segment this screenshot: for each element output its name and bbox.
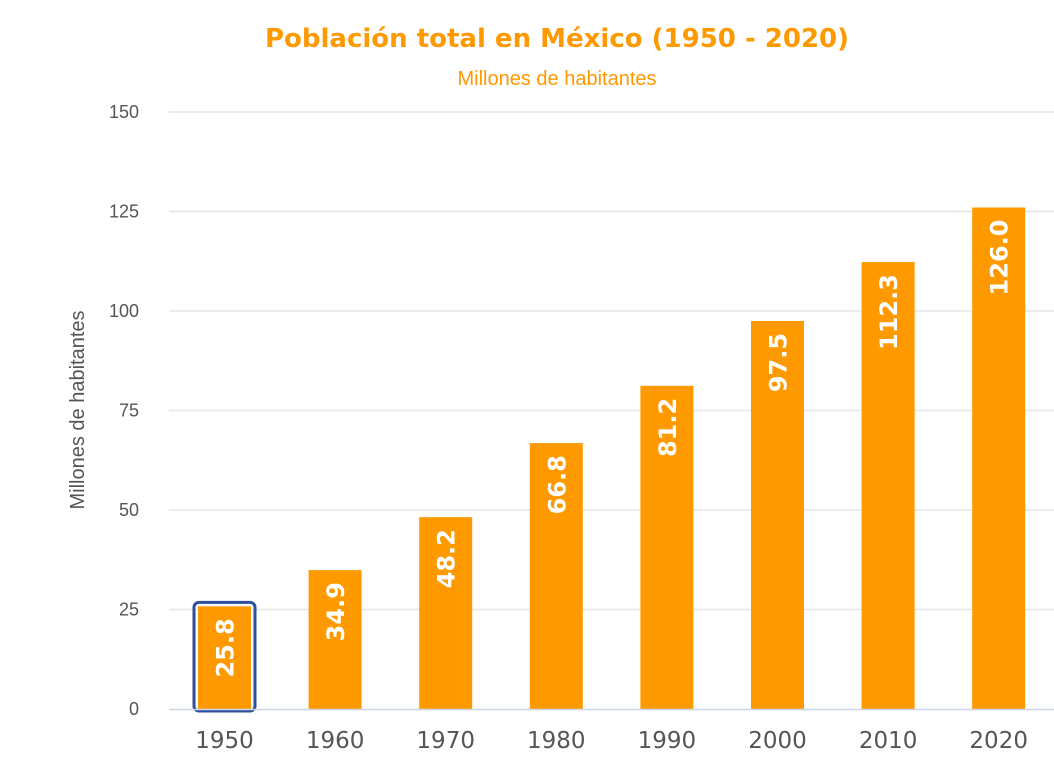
chart-title: Población total en México (1950 - 2020) <box>265 24 849 54</box>
bar-2000[interactable] <box>751 320 804 709</box>
bar-1950[interactable] <box>198 606 251 709</box>
y-tick-label: 0 <box>129 699 139 719</box>
data-label-1950: 25.8 <box>212 618 240 677</box>
bar-1990[interactable] <box>640 385 694 709</box>
chart-subtitle: Millones de habitantes <box>457 68 656 90</box>
x-tick-label-2000: 2000 <box>748 728 807 754</box>
y-tick-label: 150 <box>109 102 139 122</box>
gridlines <box>169 111 1054 611</box>
data-label-2000: 97.5 <box>765 333 793 392</box>
y-tick-label: 125 <box>109 202 139 222</box>
data-label-2020: 126.0 <box>986 220 1014 296</box>
bars <box>192 207 1026 713</box>
x-tick-label-1950: 1950 <box>195 728 254 754</box>
x-axis-ticks: 1950 1960 1970 1980 1990 2000 2010 2020 <box>195 728 1028 754</box>
data-label-1960: 34.9 <box>322 582 350 641</box>
y-tick-label: 50 <box>119 500 139 520</box>
bar-1980[interactable] <box>529 443 583 709</box>
x-tick-label-1990: 1990 <box>638 728 697 754</box>
data-label-2010: 112.3 <box>875 274 903 350</box>
x-tick-label-2010: 2010 <box>859 728 918 754</box>
y-axis-title: Millones de habitantes <box>67 310 89 509</box>
y-tick-label: 25 <box>119 600 139 620</box>
bar-selection-outline <box>192 600 257 713</box>
bar-1960[interactable] <box>308 570 362 709</box>
data-label-1970: 48.2 <box>433 529 461 588</box>
data-label-1990: 81.2 <box>654 398 682 457</box>
y-tick-label: 100 <box>109 301 139 321</box>
bar-2010[interactable] <box>861 262 915 709</box>
bar-1970[interactable] <box>419 517 473 709</box>
y-axis-ticks: 0 25 50 75 100 125 150 <box>109 102 139 719</box>
x-tick-label-2020: 2020 <box>969 728 1028 754</box>
x-tick-label-1980: 1980 <box>527 728 586 754</box>
y-tick-label: 75 <box>119 401 139 421</box>
x-tick-label-1970: 1970 <box>416 728 475 754</box>
x-tick-label-1960: 1960 <box>306 728 365 754</box>
data-label-1980: 66.8 <box>543 455 571 514</box>
bar-2020[interactable] <box>972 207 1026 709</box>
data-labels: 25.8 34.9 48.2 66.8 81.2 97.5 112.3 126.0 <box>212 220 1014 678</box>
